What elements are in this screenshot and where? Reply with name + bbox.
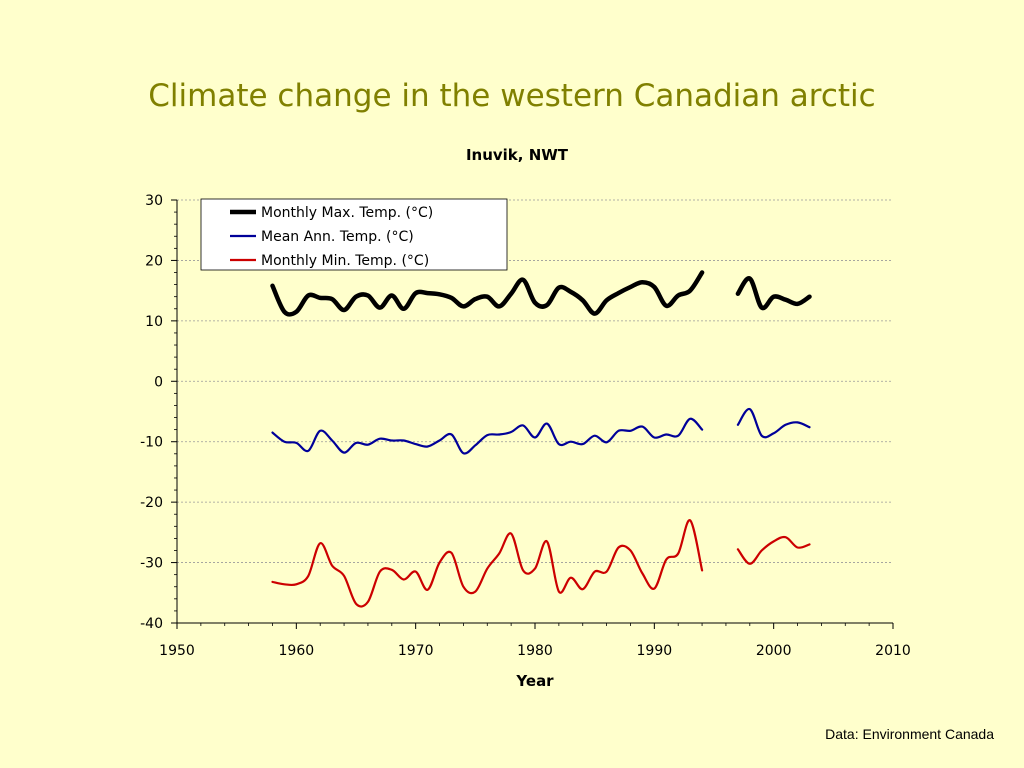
legend-label-1: Monthly Max. Temp. (°C) bbox=[261, 205, 433, 221]
x-tick-label: 1950 bbox=[159, 643, 195, 659]
y-tick-label: 10 bbox=[145, 314, 163, 330]
y-tick-label: 0 bbox=[154, 374, 163, 390]
y-tick-label: 20 bbox=[145, 253, 163, 269]
y-tick-label: -30 bbox=[140, 556, 163, 572]
legend-label-3: Monthly Min. Temp. (°C) bbox=[261, 253, 429, 269]
chart-title: Inuvik, NWT bbox=[466, 146, 569, 164]
x-tick-label: 1970 bbox=[398, 643, 434, 659]
series-line-3 bbox=[736, 535, 811, 565]
series-line-3 bbox=[271, 519, 704, 608]
y-tick-label: -40 bbox=[140, 616, 163, 632]
x-tick-label: 1980 bbox=[517, 643, 553, 659]
legend: Monthly Max. Temp. (°C) Mean Ann. Temp. (… bbox=[200, 198, 508, 271]
y-tick-label: -20 bbox=[140, 495, 163, 511]
series-line-1 bbox=[735, 276, 812, 311]
gridlines bbox=[177, 199, 893, 563]
data-source-credit: Data: Environment Canada bbox=[825, 726, 994, 742]
x-tick-label: 1960 bbox=[279, 643, 315, 659]
slide-title: Climate change in the western Canadian a… bbox=[148, 78, 876, 114]
legend-label-2: Mean Ann. Temp. (°C) bbox=[261, 229, 414, 245]
x-tick-label: 2000 bbox=[756, 643, 792, 659]
series-line-2 bbox=[736, 407, 811, 439]
series-line-1 bbox=[270, 270, 705, 317]
x-tick-label: 1990 bbox=[637, 643, 673, 659]
x-tick-label: 2010 bbox=[875, 643, 911, 659]
series-lines bbox=[270, 270, 812, 608]
x-axis-label: Year bbox=[515, 672, 554, 690]
y-tick-label: -10 bbox=[140, 435, 163, 451]
y-tick-label: 30 bbox=[145, 193, 163, 209]
series-line-2 bbox=[271, 417, 704, 455]
